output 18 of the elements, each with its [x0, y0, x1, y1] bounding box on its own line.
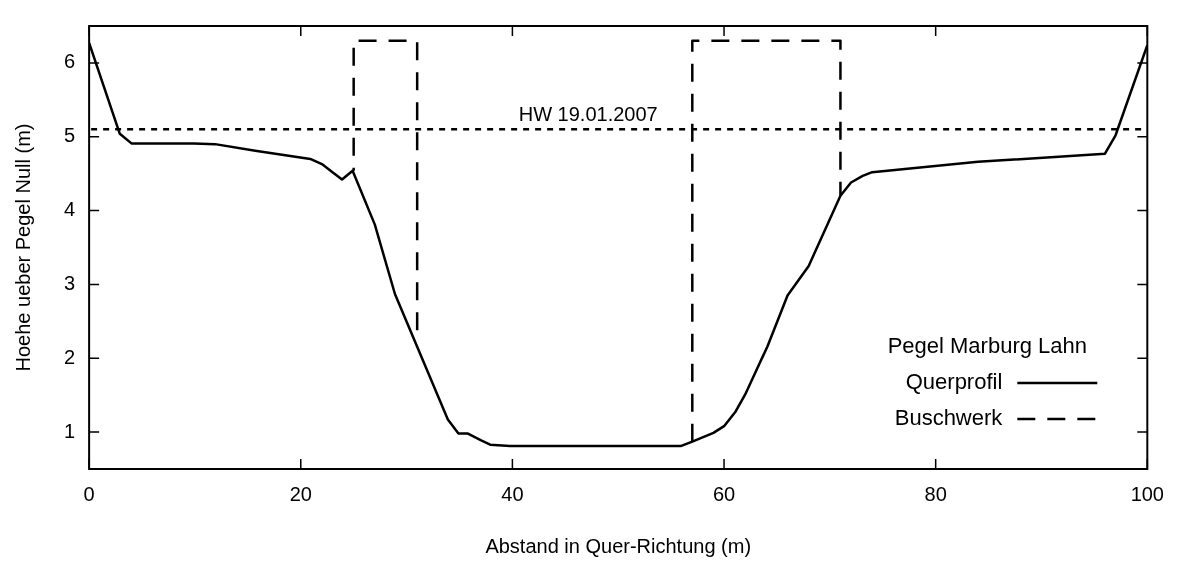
y-tick-label: 2 [64, 345, 76, 368]
x-axis-title: Abstand in Quer-Richtung (m) [485, 534, 752, 557]
y-tick-label: 1 [64, 419, 76, 442]
x-tick-label: 0 [83, 482, 95, 505]
y-tick-label: 5 [64, 124, 76, 147]
y-axis-title: Hoehe ueber Pegel Null (m) [11, 123, 34, 372]
y-tick-label: 4 [64, 198, 76, 221]
y-tick-label: 6 [64, 50, 76, 73]
ref-line-label: HW 19.01.2007 [518, 102, 658, 125]
y-tick-label: 3 [64, 271, 76, 294]
legend-label: Querprofil [905, 369, 1003, 395]
x-tick-label: 100 [1130, 482, 1164, 505]
legend-title: Pegel Marburg Lahn [887, 333, 1087, 359]
x-tick-label: 40 [501, 482, 524, 505]
legend-label: Buschwerk [894, 405, 1004, 431]
x-tick-label: 60 [712, 482, 736, 505]
x-tick-label: 20 [289, 482, 312, 505]
x-tick-label: 80 [924, 482, 947, 505]
